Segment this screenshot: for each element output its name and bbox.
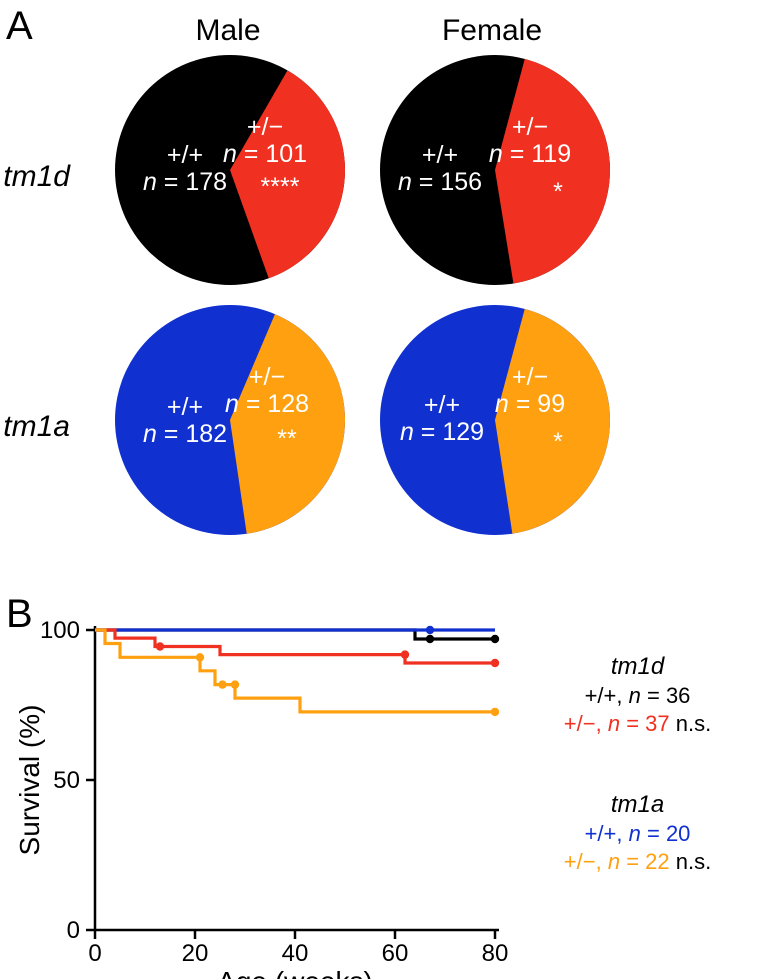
legend-tm1a-title: tm1a xyxy=(525,790,750,820)
svg-text:40: 40 xyxy=(282,940,309,967)
legend-tm1d-title: tm1d xyxy=(525,652,750,682)
svg-text:80: 80 xyxy=(482,940,509,967)
svg-text:0: 0 xyxy=(88,940,101,967)
svg-text:*: * xyxy=(553,178,563,206)
svg-text:Survival (%): Survival (%) xyxy=(14,705,45,856)
panel-a-label: A xyxy=(6,4,33,49)
svg-text:0: 0 xyxy=(67,917,80,944)
pie-tm1d-female: +/+n = 156+/−n = 119* xyxy=(380,55,610,290)
pie-tm1d-male: +/+n = 178+/−n = 101**** xyxy=(115,55,345,290)
legend-tm1d-het: +/−, n = 37 n.s. xyxy=(525,710,750,738)
svg-text:20: 20 xyxy=(182,940,209,967)
svg-text:50: 50 xyxy=(53,767,80,794)
svg-text:100: 100 xyxy=(40,617,80,644)
panel-b-label: B xyxy=(6,592,33,637)
col-head-female: Female xyxy=(372,14,612,48)
svg-text:****: **** xyxy=(261,173,300,201)
svg-text:60: 60 xyxy=(382,940,409,967)
col-head-male: Male xyxy=(108,14,348,48)
legend-tm1a-wt: +/+, n = 20 xyxy=(525,820,750,848)
pie-tm1a-male: +/+n = 182+/−n = 128** xyxy=(115,305,345,540)
legend-tm1a-het: +/−, n = 22 n.s. xyxy=(525,848,750,876)
row-label-tm1a: tm1a xyxy=(0,410,70,444)
legend-tm1d-wt: +/+, n = 36 xyxy=(525,682,750,710)
pie-tm1a-female: +/+n = 129+/−n = 99* xyxy=(380,305,610,540)
legend-tm1d: tm1d +/+, n = 36 +/−, n = 37 n.s. xyxy=(525,652,750,737)
svg-text:*: * xyxy=(553,428,563,456)
legend-tm1a: tm1a +/+, n = 20 +/−, n = 22 n.s. xyxy=(525,790,750,875)
svg-text:**: ** xyxy=(277,425,297,453)
svg-text:Age (weeks): Age (weeks) xyxy=(217,966,373,979)
row-label-tm1d: tm1d xyxy=(0,160,70,194)
